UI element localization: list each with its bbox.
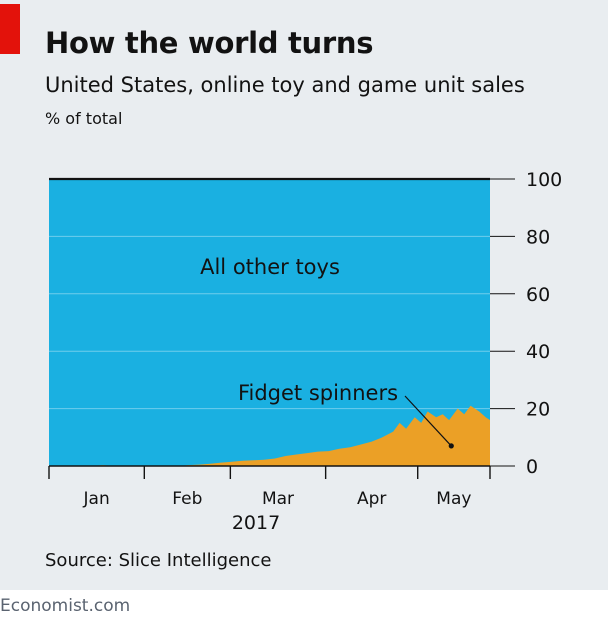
economist-credit: Economist.com	[0, 596, 131, 616]
area-chart: 0 20 40 60 80 100 Jan Feb Mar Apr May 2017 All ot…	[48, 169, 562, 534]
source-note: Source: Slice Intelligence	[45, 550, 272, 571]
chart-title: How the world turns	[45, 26, 374, 60]
y-tick-label-40: 40	[526, 341, 550, 363]
annotation-fidget-spinners: Fidget spinners	[238, 381, 398, 405]
y-tick-label-0: 0	[526, 456, 538, 478]
chart-subtitle: United States, online toy and game unit …	[45, 73, 525, 97]
x-tick-label-feb: Feb	[172, 489, 202, 509]
brand-red-tab	[0, 4, 20, 54]
x-axis: Jan Feb Mar Apr May	[48, 466, 491, 509]
y-axis: 0 20 40 60 80 100	[490, 169, 562, 478]
y-tick-label-100: 100	[526, 169, 562, 191]
y-axis-unit: % of total	[45, 109, 123, 128]
annotation-pointer-line	[404, 395, 452, 447]
x-tick-label-jan: Jan	[83, 489, 110, 509]
y-tick-label-60: 60	[526, 284, 550, 306]
y-tick-label-20: 20	[526, 399, 550, 421]
annotation-all-other-toys: All other toys	[200, 255, 340, 279]
x-tick-label-apr: Apr	[357, 489, 386, 509]
x-tick-label-mar: Mar	[262, 489, 294, 509]
x-tick-label-may: May	[436, 489, 471, 509]
y-tick-label-80: 80	[526, 226, 550, 248]
fidget-spinners-area	[49, 405, 490, 466]
all-other-toys-area	[49, 179, 490, 466]
annotation-pointer-dot	[448, 443, 454, 449]
x-axis-year-label: 2017	[232, 512, 280, 534]
